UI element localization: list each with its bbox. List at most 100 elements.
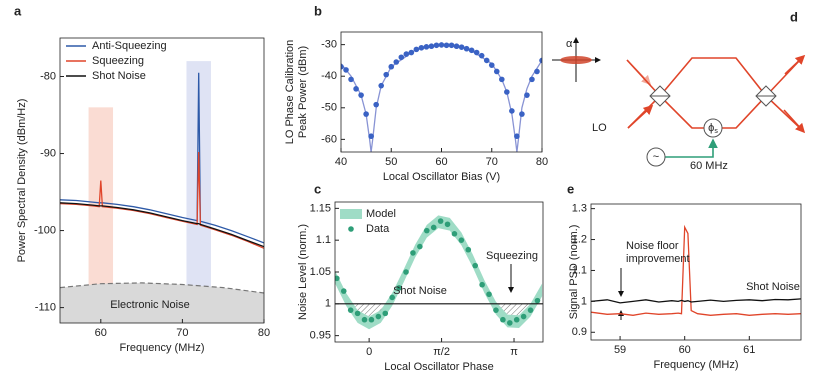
point — [524, 92, 530, 98]
point — [520, 313, 527, 320]
point — [527, 307, 534, 313]
point — [418, 44, 425, 51]
point — [493, 307, 499, 313]
point — [483, 57, 490, 64]
point — [500, 316, 506, 323]
diagram: d α LO ϕs ~ 60 MHz — [552, 9, 806, 172]
y-tick-label: 1.05 — [310, 266, 331, 278]
point — [433, 42, 440, 49]
y-tick-label: 1 — [325, 298, 331, 310]
gaussian — [560, 56, 592, 64]
squeezing-hatch — [353, 303, 531, 317]
axis-label: α — [566, 38, 573, 50]
point — [410, 250, 416, 256]
point — [451, 231, 458, 237]
point — [478, 52, 485, 59]
panel-letter: d — [790, 9, 798, 24]
point — [473, 49, 480, 56]
y-axis-label: LO Phase Calibration — [284, 40, 296, 145]
point — [373, 101, 379, 108]
y-tick-label: 1.2 — [572, 233, 587, 245]
point — [413, 46, 420, 53]
x-tick-label: 80 — [258, 327, 270, 339]
axes-frame — [590, 203, 802, 341]
line — [60, 72, 264, 244]
legend-label: Shot Noise — [92, 70, 146, 82]
point — [539, 57, 542, 64]
x-tick-label: 60 — [679, 344, 691, 356]
point — [393, 59, 400, 65]
point — [514, 133, 520, 140]
oscillator — [646, 147, 666, 167]
point — [438, 42, 445, 48]
y-tick-label: -60 — [321, 133, 337, 145]
point — [534, 297, 541, 304]
point — [358, 92, 364, 98]
point — [437, 218, 444, 224]
point — [506, 320, 513, 326]
annotation: Shot Noise — [746, 281, 800, 293]
point — [403, 51, 410, 57]
plot-area — [341, 42, 542, 152]
panel-letter: e — [567, 181, 574, 196]
point — [423, 44, 430, 50]
point — [335, 275, 340, 282]
frequency-label: 60 MHz — [690, 160, 728, 172]
point — [368, 133, 374, 140]
y-tick-label: -30 — [321, 39, 337, 51]
point — [463, 45, 470, 52]
line — [60, 202, 264, 248]
point — [368, 316, 375, 323]
x-axis-label: Frequency (MHz) — [654, 359, 739, 371]
point — [534, 68, 540, 75]
x-tick-label: 80 — [536, 156, 548, 168]
point — [499, 76, 505, 83]
point — [465, 246, 472, 253]
point — [430, 224, 437, 231]
point — [341, 63, 344, 70]
point — [354, 310, 361, 317]
y-axis-label: Signal PSD (norm.) — [568, 225, 580, 320]
point — [504, 89, 510, 95]
point — [488, 62, 495, 68]
legend-label: Squeezing — [92, 55, 144, 67]
y-tick-label: 1.1 — [316, 234, 331, 246]
point — [513, 316, 520, 323]
y-tick-label: -90 — [40, 147, 56, 159]
lo-label: LO — [592, 122, 607, 134]
y-tick-label: -100 — [34, 224, 56, 236]
point — [479, 281, 485, 288]
line — [591, 298, 801, 304]
x-tick-label: π — [510, 346, 518, 358]
point — [417, 243, 423, 250]
point — [423, 227, 430, 234]
point — [403, 269, 409, 275]
point — [347, 307, 354, 313]
panel-letter: c — [314, 181, 321, 196]
y-tick-label: 1.1 — [572, 264, 587, 276]
legend-swatch — [340, 209, 362, 219]
y-axis-label: Peak Power (dBm) — [297, 46, 309, 138]
phase-symbol: ϕ — [708, 122, 714, 134]
point — [448, 42, 455, 49]
x-tick-label: 0 — [366, 346, 372, 358]
point — [396, 285, 402, 291]
point — [529, 76, 535, 83]
point — [353, 86, 359, 92]
annotation: improvement — [626, 253, 690, 265]
x-tick-label: 70 — [176, 327, 188, 339]
phase-label: ϕs — [708, 122, 718, 135]
area-label: Electronic Noise — [110, 299, 189, 311]
point — [458, 44, 465, 50]
line — [591, 224, 801, 316]
model-band — [335, 215, 543, 330]
phase-subscript: s — [714, 128, 718, 135]
point — [509, 108, 515, 114]
annotation: Noise floor — [626, 240, 679, 252]
point — [388, 63, 395, 70]
annotation: Squeezing — [486, 250, 538, 262]
point — [363, 111, 369, 117]
y-tick-label: -80 — [40, 70, 56, 82]
x-tick-label: 70 — [486, 156, 498, 168]
